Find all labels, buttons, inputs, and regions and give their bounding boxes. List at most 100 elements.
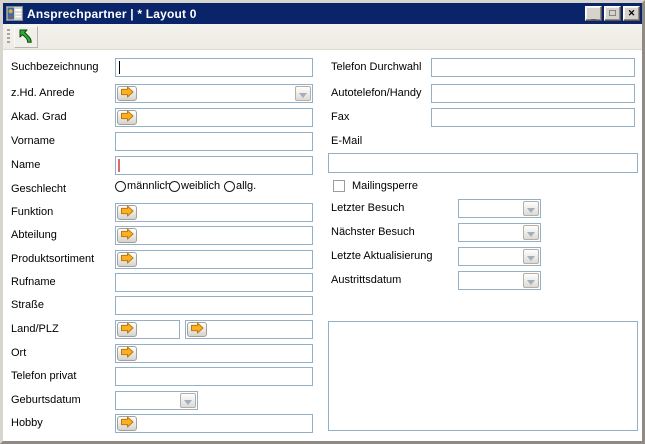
label-vorname: Vorname <box>11 135 56 147</box>
label-hobby: Hobby <box>11 417 43 429</box>
label-geburtsdatum: Geburtsdatum <box>11 394 81 406</box>
label-telefon-privat: Telefon privat <box>11 370 77 382</box>
telefon-durchwahl-input[interactable] <box>431 58 635 77</box>
orange-arrow-icon <box>120 205 134 220</box>
label-email: E-Mail <box>331 135 363 147</box>
label-akad-grad: Akad. Grad <box>11 111 67 123</box>
green-jump-arrow-icon <box>18 28 34 47</box>
naechster-besuch-dropdown-button[interactable] <box>523 225 539 240</box>
maximize-button[interactable]: □ <box>604 6 621 21</box>
land-lookup-button[interactable] <box>117 322 137 337</box>
toolbar <box>3 24 642 50</box>
funktion-field[interactable] <box>115 203 313 222</box>
anrede-combo[interactable] <box>115 84 313 103</box>
akad-grad-field[interactable] <box>115 108 313 127</box>
label-austrittsdatum: Austrittsdatum <box>331 274 402 286</box>
ort-field[interactable] <box>115 344 313 363</box>
strasse-input[interactable] <box>115 296 313 315</box>
austrittsdatum-dropdown-button[interactable] <box>523 273 539 288</box>
geburtsdatum-dropdown-button[interactable] <box>180 393 196 408</box>
chevron-down-icon <box>184 393 192 408</box>
land-field[interactable] <box>115 320 180 339</box>
label-rufname: Rufname <box>11 276 56 288</box>
radio-maennlich[interactable]: männlich <box>115 180 171 192</box>
abteilung-lookup-button[interactable] <box>117 228 137 243</box>
radio-label: männlich <box>127 180 172 192</box>
geburtsdatum-datepicker[interactable] <box>115 391 198 410</box>
produktsortiment-lookup-button[interactable] <box>117 252 137 267</box>
chevron-down-icon <box>527 201 535 216</box>
fax-input[interactable] <box>431 108 635 127</box>
naechster-besuch-datepicker[interactable] <box>458 223 541 242</box>
radio-allg[interactable]: allg. <box>224 180 256 192</box>
chevron-down-icon <box>527 225 535 240</box>
ort-lookup-button[interactable] <box>117 346 137 361</box>
orange-arrow-icon <box>120 322 134 337</box>
chevron-down-icon <box>527 273 535 288</box>
letzte-aktualisierung-datepicker[interactable] <box>458 247 541 266</box>
notes-textarea[interactable] <box>328 321 638 431</box>
label-geschlecht: Geschlecht <box>11 183 67 195</box>
vorname-input[interactable] <box>115 132 313 151</box>
email-input[interactable] <box>328 153 638 173</box>
orange-arrow-icon <box>120 416 134 431</box>
name-input[interactable] <box>115 156 313 175</box>
label-funktion: Funktion <box>11 206 54 218</box>
radio-circle-icon[interactable] <box>224 180 235 192</box>
close-button[interactable]: ✕ <box>623 6 640 21</box>
toolbar-grip-handle[interactable] <box>7 29 10 45</box>
chevron-down-icon <box>299 86 307 101</box>
radio-weiblich[interactable]: weiblich <box>169 180 220 192</box>
radio-label: weiblich <box>181 180 221 192</box>
orange-arrow-icon <box>120 86 134 101</box>
titlebar[interactable]: Ansprechpartner | * Layout 0 _ □ ✕ <box>3 3 642 24</box>
label-strasse: Straße <box>11 299 45 311</box>
required-field-marker <box>118 159 120 172</box>
label-fax: Fax <box>331 111 350 123</box>
label-produktsortiment: Produktsortiment <box>11 253 95 265</box>
rufname-input[interactable] <box>115 273 313 292</box>
plz-lookup-button[interactable] <box>187 322 207 337</box>
orange-arrow-icon <box>120 228 134 243</box>
funktion-lookup-button[interactable] <box>117 205 137 220</box>
produktsortiment-field[interactable] <box>115 250 313 269</box>
maximize-icon: □ <box>609 7 616 19</box>
mailingsperre-label: Mailingsperre <box>352 180 419 192</box>
hobby-field[interactable] <box>115 414 313 433</box>
anrede-dropdown-button[interactable] <box>295 86 311 101</box>
label-letzter-besuch: Letzter Besuch <box>331 202 405 214</box>
radio-circle-icon[interactable] <box>115 180 126 192</box>
telefon-privat-input[interactable] <box>115 367 313 386</box>
text-cursor <box>119 61 120 74</box>
label-anrede: z.Hd. Anrede <box>11 87 75 99</box>
label-autotelefon: Autotelefon/Handy <box>331 87 422 99</box>
akad-grad-lookup-button[interactable] <box>117 110 137 125</box>
letzte-aktualisierung-dropdown-button[interactable] <box>523 249 539 264</box>
jump-to-record-button[interactable] <box>14 26 38 48</box>
anrede-lookup-button[interactable] <box>117 86 137 101</box>
radio-circle-icon[interactable] <box>169 180 180 192</box>
label-name: Name <box>11 159 41 171</box>
plz-field[interactable] <box>185 320 313 339</box>
orange-arrow-icon <box>120 110 134 125</box>
suchbezeichnung-input[interactable] <box>115 58 313 77</box>
letzter-besuch-dropdown-button[interactable] <box>523 201 539 216</box>
label-abteilung: Abteilung <box>11 229 57 241</box>
austrittsdatum-datepicker[interactable] <box>458 271 541 290</box>
chevron-down-icon <box>527 249 535 264</box>
radio-label: allg. <box>236 180 257 192</box>
label-land-plz: Land/PLZ <box>11 323 59 335</box>
minimize-button[interactable]: _ <box>585 6 602 21</box>
letzter-besuch-datepicker[interactable] <box>458 199 541 218</box>
mailingsperre-row[interactable]: Mailingsperre <box>333 180 418 192</box>
label-suchbezeichnung: Suchbezeichnung <box>11 61 99 73</box>
abteilung-field[interactable] <box>115 226 313 245</box>
autotelefon-input[interactable] <box>431 84 635 103</box>
hobby-lookup-button[interactable] <box>117 416 137 431</box>
mailingsperre-checkbox[interactable] <box>333 180 345 192</box>
label-telefon-durchwahl: Telefon Durchwahl <box>331 61 422 73</box>
contact-card-icon <box>6 6 23 21</box>
orange-arrow-icon <box>190 322 204 337</box>
label-naechster-besuch: Nächster Besuch <box>331 226 415 238</box>
